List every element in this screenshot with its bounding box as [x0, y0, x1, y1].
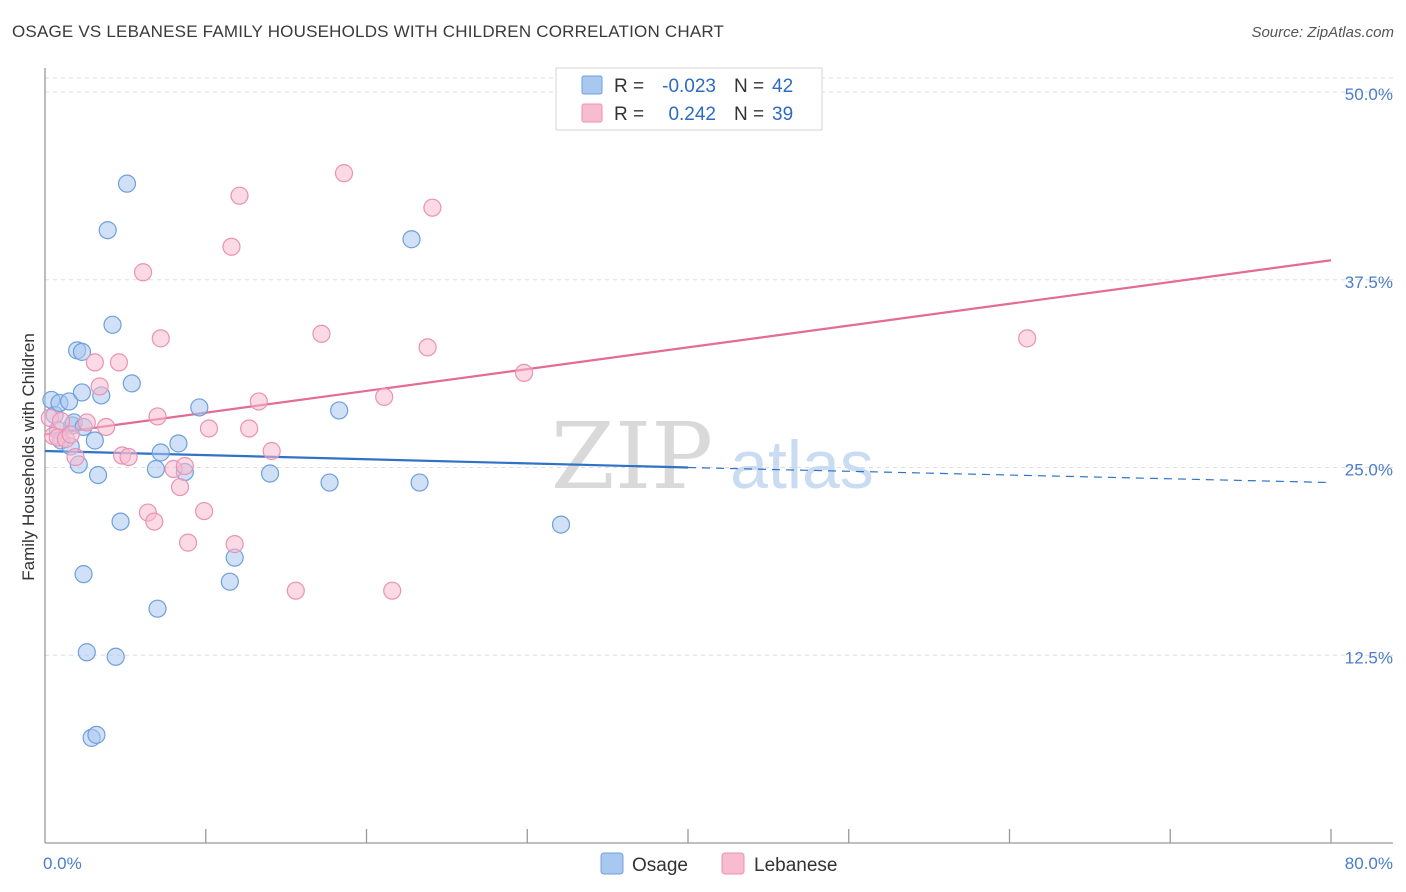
point-lebanese	[77, 413, 96, 432]
point-lebanese	[109, 353, 129, 372]
series-legend: Osage Lebanese	[600, 852, 837, 876]
bottom-legend-swatch-osage	[600, 852, 624, 875]
watermark-atlas: atlas	[730, 427, 874, 503]
y-tick-label: 25.0%	[1345, 461, 1393, 480]
point-lebanese	[195, 501, 214, 521]
watermark-zip: ZIP	[551, 403, 713, 510]
point-lebanese	[383, 581, 402, 600]
chart-title: OSAGE VS LEBANESE FAMILY HOUSEHOLDS WITH…	[12, 22, 725, 41]
point-lebanese	[418, 338, 437, 357]
point-osage	[117, 174, 137, 193]
point-lebanese	[85, 353, 104, 372]
point-lebanese	[66, 447, 85, 467]
point-osage	[98, 221, 117, 240]
legend-r-label-lebanese: R =	[614, 104, 644, 125]
point-lebanese	[514, 363, 534, 382]
point-lebanese	[222, 237, 241, 256]
point-lebanese	[151, 329, 170, 348]
point-osage	[60, 392, 79, 411]
legend-n-value-osage: 42	[772, 76, 793, 97]
legend-n-label-lebanese: N =	[734, 104, 764, 125]
trend-extension-osage	[687, 466, 1332, 484]
point-lebanese	[1018, 329, 1037, 348]
point-osage	[402, 230, 421, 249]
point-lebanese	[133, 263, 153, 282]
point-lebanese	[148, 407, 167, 426]
point-lebanese	[312, 324, 331, 343]
point-lebanese	[423, 198, 442, 217]
legend-r-label-osage: R =	[614, 76, 644, 97]
point-lebanese	[375, 387, 394, 407]
point-osage	[87, 725, 106, 744]
point-osage	[169, 434, 188, 453]
point-osage	[103, 315, 122, 334]
y-tick-label: 50.0%	[1345, 85, 1393, 104]
legend-n-label-osage: N =	[734, 76, 764, 97]
point-osage	[85, 431, 104, 450]
point-osage	[410, 473, 429, 492]
legend-swatch-osage	[581, 75, 603, 95]
x-tick-label-max: 80.0%	[1345, 854, 1393, 873]
point-osage	[106, 647, 125, 666]
point-osage	[320, 473, 339, 492]
y-axis-title: Family Households with Children	[19, 333, 38, 581]
point-osage	[220, 572, 239, 591]
point-lebanese	[145, 512, 164, 531]
point-lebanese	[225, 535, 244, 554]
source-note: Source: ZipAtlas.com	[1251, 24, 1394, 41]
point-lebanese	[61, 425, 80, 444]
y-tick-label: 37.5%	[1345, 273, 1393, 292]
point-lebanese	[286, 581, 305, 600]
point-osage	[146, 459, 166, 479]
point-osage	[77, 643, 96, 662]
point-osage	[148, 599, 167, 618]
points-layer	[40, 164, 1037, 747]
point-osage	[72, 342, 92, 361]
point-lebanese	[51, 411, 71, 431]
point-lebanese	[199, 419, 219, 438]
point-osage	[111, 512, 130, 531]
grid-layer: 12.5% 25.0% 37.5% 50.0%	[45, 77, 1393, 667]
point-lebanese	[96, 417, 116, 437]
point-lebanese	[175, 456, 194, 476]
point-osage	[151, 443, 170, 462]
point-osage	[74, 565, 93, 584]
point-osage	[122, 374, 141, 393]
point-lebanese	[230, 186, 249, 205]
legend-swatch-lebanese	[581, 103, 603, 123]
point-osage	[260, 464, 280, 483]
point-osage	[330, 401, 349, 420]
point-lebanese	[262, 441, 281, 461]
point-lebanese	[249, 392, 268, 411]
point-osage	[72, 383, 92, 402]
y-tick-label: 12.5%	[1345, 648, 1393, 667]
legend-r-value-lebanese: 0.242	[668, 104, 716, 125]
point-lebanese	[90, 377, 109, 396]
point-lebanese	[170, 477, 190, 497]
point-lebanese	[240, 419, 259, 438]
bottom-legend-lebanese: Lebanese	[754, 855, 837, 876]
stats-legend: R = -0.023 N = 42 R = 0.242 N = 39	[555, 67, 823, 131]
bottom-legend-swatch-lebanese	[721, 852, 745, 875]
legend-r-value-osage: -0.023	[662, 76, 716, 97]
point-lebanese	[119, 447, 138, 467]
point-osage	[88, 465, 108, 485]
point-osage	[190, 398, 209, 417]
axis-layer	[44, 68, 1393, 844]
legend-n-value-lebanese: 39	[772, 104, 793, 125]
point-osage	[551, 515, 571, 534]
point-lebanese	[334, 164, 354, 183]
bottom-legend-osage: Osage	[632, 855, 688, 876]
point-lebanese	[178, 533, 198, 552]
x-tick-label-min: 0.0%	[43, 854, 82, 873]
